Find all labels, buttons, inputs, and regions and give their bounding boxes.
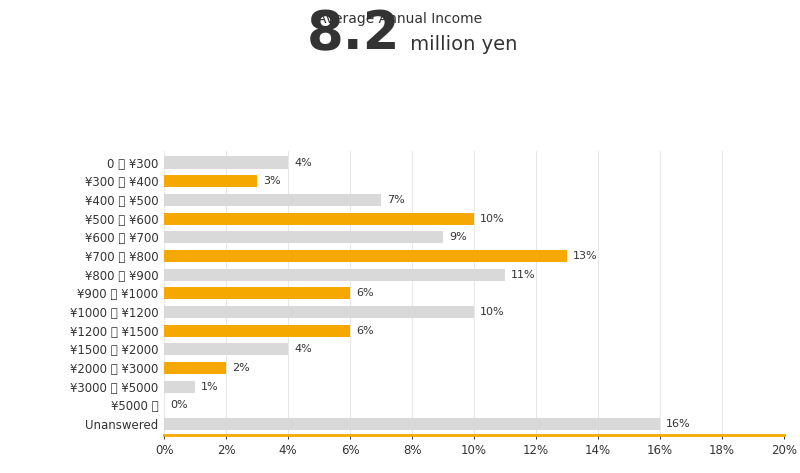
Bar — [164, 362, 226, 374]
Text: 13%: 13% — [573, 251, 598, 261]
Bar — [164, 212, 474, 225]
Bar — [164, 157, 288, 169]
Text: 3%: 3% — [263, 176, 281, 186]
Text: 10%: 10% — [480, 307, 505, 317]
Text: 4%: 4% — [294, 158, 312, 167]
Text: 9%: 9% — [450, 232, 467, 242]
Text: 10%: 10% — [480, 214, 505, 224]
Bar — [164, 324, 350, 337]
Text: Average Annual Income: Average Annual Income — [318, 12, 482, 26]
Bar — [164, 194, 381, 206]
Bar — [164, 418, 660, 430]
Text: 0%: 0% — [170, 400, 188, 410]
Bar — [164, 250, 567, 262]
Text: 11%: 11% — [511, 270, 536, 280]
Text: 6%: 6% — [356, 325, 374, 336]
Text: 8.2: 8.2 — [306, 9, 400, 61]
Bar — [164, 269, 505, 280]
Bar — [164, 343, 288, 355]
Text: 7%: 7% — [387, 195, 405, 205]
Bar — [164, 231, 443, 243]
Text: 16%: 16% — [666, 419, 691, 429]
Text: million yen: million yen — [404, 35, 518, 53]
Bar — [164, 381, 195, 393]
Text: 2%: 2% — [232, 363, 250, 373]
Text: 1%: 1% — [202, 382, 219, 392]
Bar — [164, 306, 474, 318]
Bar — [164, 175, 257, 187]
Text: 4%: 4% — [294, 344, 312, 354]
Bar — [164, 287, 350, 299]
Text: 6%: 6% — [356, 288, 374, 298]
